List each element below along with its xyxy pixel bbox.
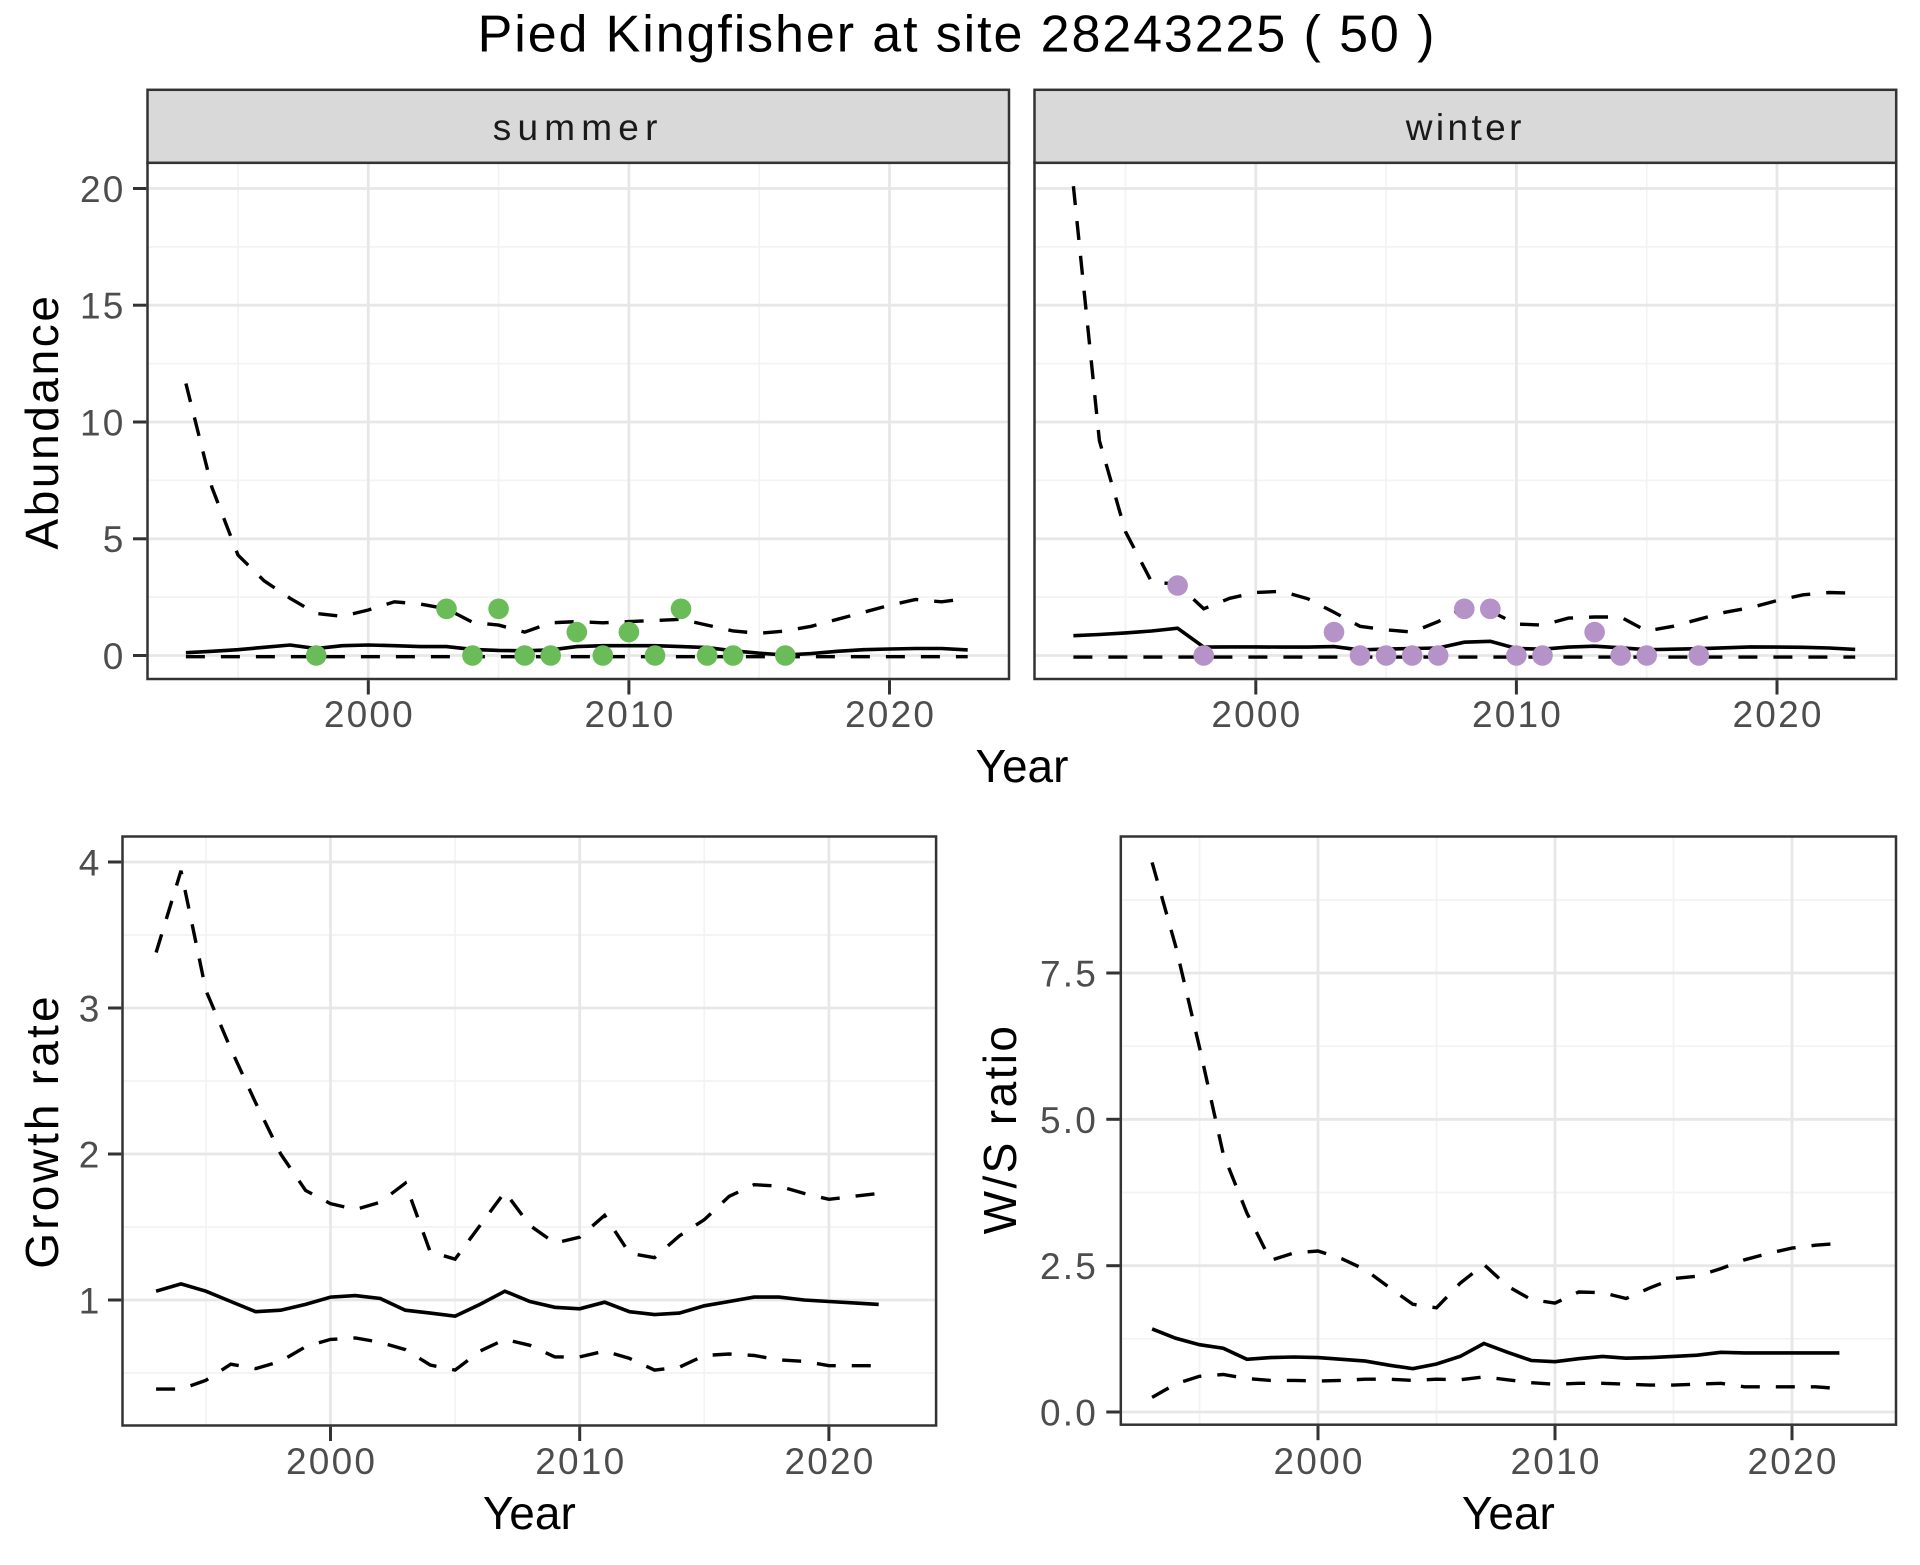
svg-text:15: 15 — [80, 286, 126, 327]
svg-text:2000: 2000 — [324, 694, 415, 735]
svg-text:2000: 2000 — [286, 1441, 377, 1482]
svg-text:4: 4 — [79, 842, 102, 883]
svg-text:7.5: 7.5 — [1040, 953, 1098, 994]
svg-text:Growth rate: Growth rate — [16, 993, 68, 1269]
svg-text:winter: winter — [1405, 107, 1525, 148]
svg-text:10: 10 — [80, 402, 126, 443]
svg-text:0.0: 0.0 — [1040, 1392, 1098, 1433]
svg-text:0: 0 — [103, 636, 126, 677]
svg-text:2.5: 2.5 — [1040, 1246, 1098, 1287]
svg-text:2020: 2020 — [1748, 1441, 1839, 1482]
svg-text:W/S ratio: W/S ratio — [974, 1024, 1026, 1235]
svg-text:2: 2 — [79, 1134, 102, 1175]
svg-text:2010: 2010 — [1472, 694, 1563, 735]
svg-text:5: 5 — [103, 519, 126, 560]
svg-text:Year: Year — [483, 1487, 576, 1539]
svg-text:Pied Kingfisher at site 282432: Pied Kingfisher at site 28243225 ( 50 ) — [478, 6, 1437, 64]
svg-text:2020: 2020 — [1733, 694, 1824, 735]
svg-text:Abundance: Abundance — [16, 293, 68, 549]
svg-text:5.0: 5.0 — [1040, 1100, 1098, 1141]
svg-text:2000: 2000 — [1211, 694, 1302, 735]
svg-text:2000: 2000 — [1274, 1441, 1365, 1482]
svg-text:2020: 2020 — [845, 694, 936, 735]
svg-text:3: 3 — [79, 988, 102, 1029]
svg-text:2020: 2020 — [784, 1441, 875, 1482]
svg-text:20: 20 — [80, 169, 126, 210]
svg-text:2010: 2010 — [535, 1441, 626, 1482]
svg-text:Year: Year — [1462, 1487, 1555, 1539]
svg-text:Year: Year — [976, 740, 1069, 792]
svg-text:summer: summer — [493, 107, 664, 148]
svg-text:1: 1 — [79, 1280, 102, 1321]
svg-text:2010: 2010 — [584, 694, 675, 735]
svg-text:2010: 2010 — [1511, 1441, 1602, 1482]
